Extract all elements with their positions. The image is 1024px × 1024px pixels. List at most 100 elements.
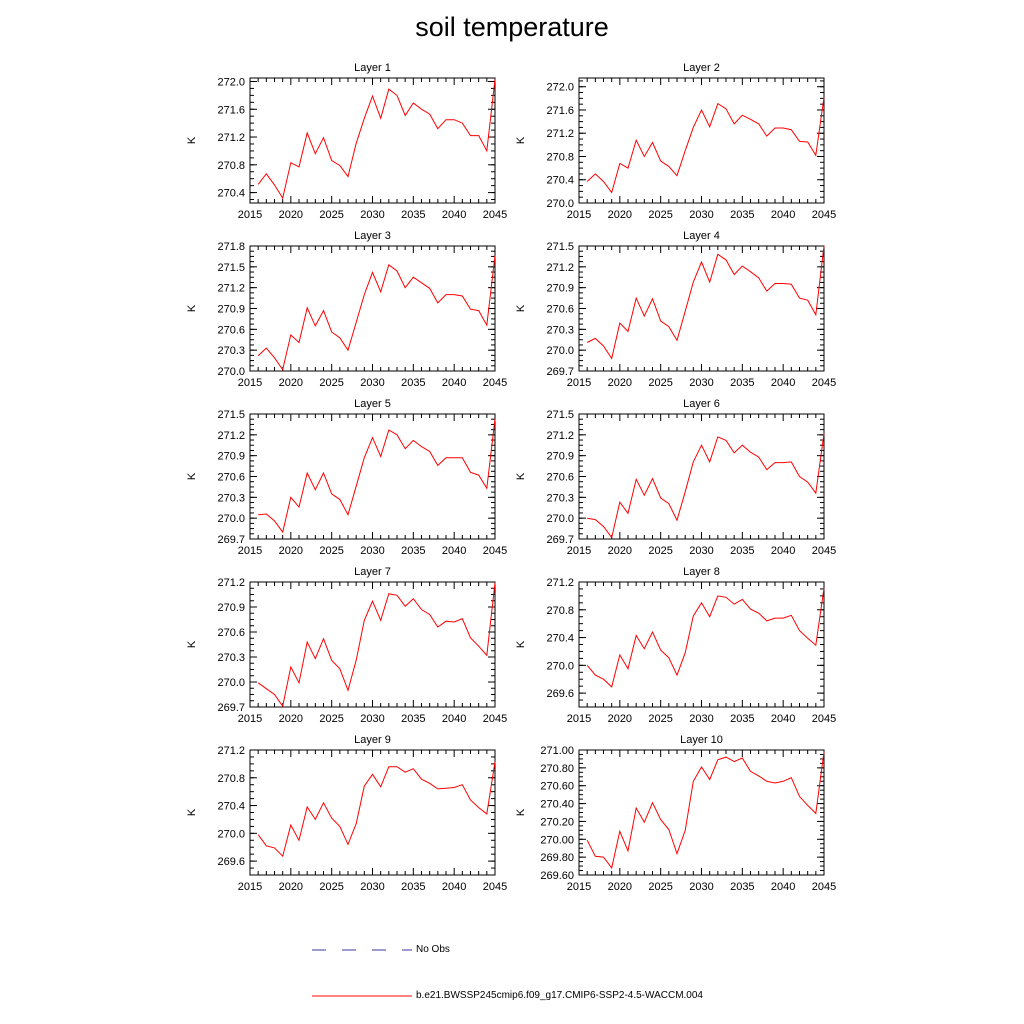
panel-10-ytick-label: 271.00 — [540, 745, 574, 757]
panel-3-xtick-label: 2040 — [442, 377, 466, 389]
legend-obs-label: No Obs — [416, 944, 450, 955]
panel-10-ytick-label: 270.00 — [540, 834, 574, 846]
panel-8-title: Layer 8 — [683, 566, 720, 578]
panel-6-ytick-label: 270.9 — [546, 451, 574, 463]
panel-2-xtick-label: 2015 — [567, 209, 591, 221]
panel-10-frame — [578, 749, 825, 876]
panel-5-ytick-label: 270.0 — [217, 513, 245, 525]
panel-7-xtick-label: 2040 — [442, 713, 466, 725]
panel-3-xtick-label: 2030 — [360, 377, 384, 389]
panel-6-ytick-label: 269.7 — [546, 534, 574, 546]
panel-10-xtick-label: 2035 — [730, 881, 754, 893]
panel-4-xtick-label: 2015 — [567, 377, 591, 389]
panel-8-ytick-label: 270.8 — [546, 605, 574, 617]
panel-4-ytick-label: 269.7 — [546, 366, 574, 378]
panel-3-ytick-label: 270.9 — [217, 304, 245, 316]
panel-2-xtick-label: 2030 — [689, 209, 713, 221]
panel-1-ytick-label: 270.4 — [217, 188, 245, 200]
panel-9-xtick-label: 2025 — [319, 881, 343, 893]
panel-10-series-line — [586, 751, 825, 870]
panel-6-xtick-label: 2045 — [812, 545, 836, 557]
panel-3-series-line — [257, 255, 496, 371]
panel-2-xtick-label: 2045 — [812, 209, 836, 221]
panel-5-xtick-label: 2030 — [360, 545, 384, 557]
panel-6-ytick-label: 270.0 — [546, 513, 574, 525]
panel-8-xtick-label: 2045 — [812, 713, 836, 725]
panel-6-xtick-label: 2035 — [730, 545, 754, 557]
panel-6-xtick-label: 2025 — [648, 545, 672, 557]
panel-9-xtick-label: 2015 — [238, 881, 262, 893]
panel-10-ytick-label: 270.60 — [540, 781, 574, 793]
panel-4-ytick-label: 270.3 — [546, 324, 574, 336]
panel-7-xtick-label: 2035 — [401, 713, 425, 725]
panel-1-xtick-label: 2040 — [442, 209, 466, 221]
panel-10-ytick-label: 270.20 — [540, 816, 574, 828]
panel-4-frame — [578, 245, 825, 372]
panel-6-xtick-label: 2015 — [567, 545, 591, 557]
panel-9-xtick-label: 2045 — [483, 881, 507, 893]
panel-1-ytick-label: 270.8 — [217, 160, 245, 172]
legend-model-label: b.e21.BWSSP245cmip6.f09_g17.CMIP6-SSP2-4… — [416, 990, 703, 1001]
panel-5-xtick-label: 2040 — [442, 545, 466, 557]
panel-7-xtick-label: 2030 — [360, 713, 384, 725]
panel-7-ytick-label: 270.6 — [217, 627, 245, 639]
panel-3-ytick-label: 271.2 — [217, 283, 245, 295]
panel-2-ytick-label: 270.0 — [546, 198, 574, 210]
panel-5-series-line — [258, 418, 496, 534]
panel-5-ytick-label: 269.7 — [217, 534, 245, 546]
panel-9-ytick-label: 270.0 — [217, 828, 245, 840]
panel-7-ytick-label: 270.9 — [217, 602, 245, 614]
panel-1-ytick-label: 271.6 — [217, 104, 245, 116]
panel-1-series-line — [257, 79, 496, 200]
panel-1-ytick-label: 272.0 — [217, 76, 245, 88]
panel-2-ytick-label: 271.6 — [546, 105, 574, 117]
panel-7-ytick-label: 270.3 — [217, 652, 245, 664]
panel-7-ytick-label: 270.0 — [217, 677, 245, 689]
panel-8-ytick-label: 269.6 — [546, 688, 574, 700]
panel-2-xtick-label: 2040 — [771, 209, 795, 221]
panel-2-ytick-label: 270.4 — [546, 175, 574, 187]
panel-5-title: Layer 5 — [354, 398, 391, 410]
panel-5-xtick-label: 2045 — [483, 545, 507, 557]
panel-4-ytick-label: 270.0 — [546, 345, 574, 357]
panel-10-ytick-label: 270.40 — [540, 799, 574, 811]
panel-2-ylabel: K — [515, 136, 527, 144]
panel-2-series-line — [586, 97, 825, 194]
panel-3-ylabel: K — [186, 304, 198, 312]
panel-8-xtick-label: 2040 — [771, 713, 795, 725]
panel-8-ytick-label: 270.4 — [546, 633, 574, 645]
panel-4-series-line — [586, 245, 825, 360]
panel-8-xtick-label: 2020 — [608, 713, 632, 725]
panel-10-xtick-label: 2045 — [812, 881, 836, 893]
panel-2-frame — [578, 77, 825, 204]
panel-10-xtick-label: 2020 — [608, 881, 632, 893]
panel-1-xtick-label: 2035 — [401, 209, 425, 221]
panel-1-ytick-label: 271.2 — [217, 132, 245, 144]
panel-4-ylabel: K — [515, 304, 527, 312]
panel-9-ytick-label: 270.4 — [217, 801, 245, 813]
panel-5-ylabel: K — [186, 472, 198, 480]
panel-10-xtick-label: 2015 — [567, 881, 591, 893]
panel-6-ytick-label: 270.3 — [546, 492, 574, 504]
panel-3-xtick-label: 2045 — [483, 377, 507, 389]
panel-8-xtick-label: 2030 — [689, 713, 713, 725]
panel-7-ytick-label: 269.7 — [217, 702, 245, 714]
panel-6-xtick-label: 2040 — [771, 545, 795, 557]
panel-3-xtick-label: 2025 — [319, 377, 343, 389]
panel-5-ytick-label: 271.5 — [217, 409, 245, 421]
panel-2-xtick-label: 2020 — [608, 209, 632, 221]
panel-9-title: Layer 9 — [354, 734, 391, 746]
panel-9-series-line — [257, 761, 496, 858]
panel-1-xtick-label: 2030 — [360, 209, 384, 221]
panel-9-ytick-label: 271.2 — [217, 745, 245, 757]
panel-7-xtick-label: 2015 — [238, 713, 262, 725]
panel-10-ytick-label: 269.80 — [540, 852, 574, 864]
panel-5-ytick-label: 271.2 — [217, 430, 245, 442]
panel-4-xtick-label: 2025 — [648, 377, 672, 389]
panel-8-ytick-label: 270.0 — [546, 660, 574, 672]
panel-8-ylabel: K — [515, 640, 527, 648]
panel-6-series-line — [587, 433, 825, 539]
panel-10-title: Layer 10 — [680, 734, 723, 746]
